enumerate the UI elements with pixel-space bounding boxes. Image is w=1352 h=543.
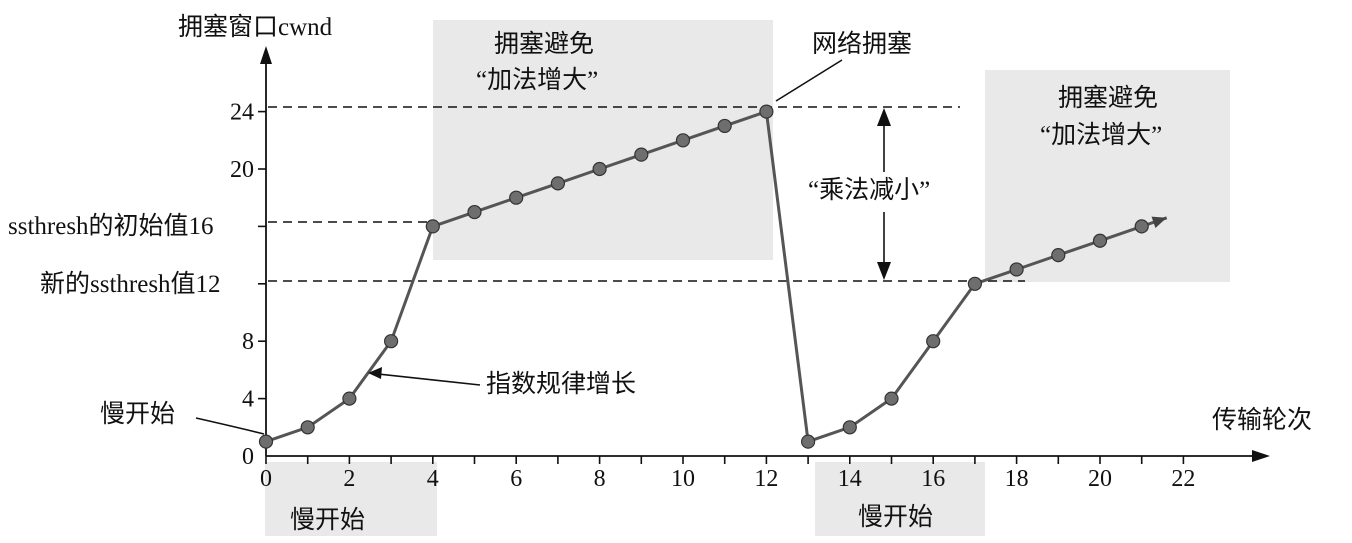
cwnd-point-15 (884, 391, 899, 406)
x-tick-label-10: 10 (671, 466, 695, 492)
ss-bottom-shade-2 (815, 462, 985, 536)
x-tick-label-6: 6 (510, 466, 522, 492)
ann-exponential-arrow (377, 373, 481, 386)
cwnd-point-2 (342, 391, 357, 406)
cwnd-point-16 (926, 334, 941, 349)
cwnd-points (258, 104, 1149, 449)
ann-slow-start-top: 慢开始 (100, 400, 175, 428)
ann-ca1-line1: 拥塞避免 (494, 30, 594, 58)
cwnd-point-5 (467, 204, 482, 220)
ann-slow-start-bottom-2: 慢开始 (858, 503, 933, 531)
ann-ca2-line1: 拥塞避免 (1058, 84, 1158, 112)
reference-lines (268, 106, 1025, 282)
x-tick-label-20: 20 (1088, 466, 1112, 492)
cwnd-point-10 (675, 133, 691, 148)
cwnd-point-3 (384, 334, 399, 349)
x-tick-label-16: 16 (921, 466, 945, 492)
y-tick-label-24: 24 (230, 100, 254, 126)
y-axis-arrow (260, 46, 272, 64)
phase-shading (265, 20, 1230, 536)
x-tick-labels: 0 2 4 6 8 10 12 14 16 18 20 22 (260, 466, 1195, 492)
y-tick-labels: 0 4 8 20 24 (230, 100, 254, 470)
curve-end-arrow (1151, 216, 1167, 229)
cwnd-point-6 (509, 190, 524, 205)
cwnd-point-11 (717, 118, 732, 134)
cwnd-point-8 (592, 161, 607, 177)
x-tick-label-14: 14 (838, 466, 862, 492)
ca2-shade (985, 70, 1230, 282)
cwnd-point-4 (425, 219, 440, 234)
cwnd-point-13 (800, 434, 816, 449)
mult-decrease-arrow (877, 108, 891, 280)
ann-congestion-pointer (775, 59, 843, 102)
ann-exponential: 指数规律增长 (486, 370, 636, 398)
y-tick-label-20: 20 (230, 157, 254, 183)
axes (258, 46, 1270, 464)
x-tick-label-4: 4 (427, 466, 439, 492)
cwnd-point-12 (759, 104, 774, 119)
label-ssthresh-initial: ssthresh的初始值16 (8, 212, 214, 240)
cwnd-point-20 (1092, 233, 1108, 248)
cwnd-point-17 (967, 276, 983, 291)
cwnd-point-14 (842, 420, 857, 435)
cwnd-point-19 (1051, 248, 1066, 263)
x-tick-label-18: 18 (1005, 466, 1029, 492)
cwnd-point-9 (634, 147, 649, 162)
cwnd-point-18 (1009, 262, 1024, 277)
ann-ca1-line2: “加法增大” (476, 66, 598, 94)
cwnd-point-7 (550, 176, 566, 191)
y-tick-label-4: 4 (242, 387, 254, 413)
x-axis-title: 传输轮次 (1212, 406, 1312, 434)
y-tick-label-8: 8 (242, 329, 254, 355)
x-tick-label-12: 12 (754, 466, 778, 492)
x-tick-label-8: 8 (594, 466, 606, 492)
x-tick-label-22: 22 (1171, 466, 1195, 492)
ann-slow-start-bottom-1: 慢开始 (290, 506, 365, 534)
ann-slow-start-pointer (195, 417, 265, 435)
y-axis-title: 拥塞窗口cwnd (178, 13, 333, 41)
label-ssthresh-new: 新的ssthresh值12 (40, 270, 221, 298)
cwnd-point-0 (258, 434, 274, 449)
x-axis-arrow (1252, 450, 1270, 462)
cwnd-point-21 (1134, 219, 1149, 234)
ann-exponential-arrowhead (368, 367, 382, 379)
y-tick-label-0: 0 (242, 444, 254, 470)
ca1-shade (433, 20, 773, 260)
x-tick-label-0: 0 (260, 466, 272, 492)
y-tick-marks (258, 110, 266, 400)
ann-ca2-line2: “加法增大” (1040, 121, 1162, 149)
x-tick-label-2: 2 (343, 466, 355, 492)
ss-bottom-shade-1 (265, 462, 437, 536)
ann-congestion: 网络拥塞 (812, 30, 912, 58)
x-tick-marks (265, 456, 1185, 464)
ann-mult-decrease: “乘法减小” (808, 176, 930, 204)
cwnd-point-1 (300, 420, 315, 435)
